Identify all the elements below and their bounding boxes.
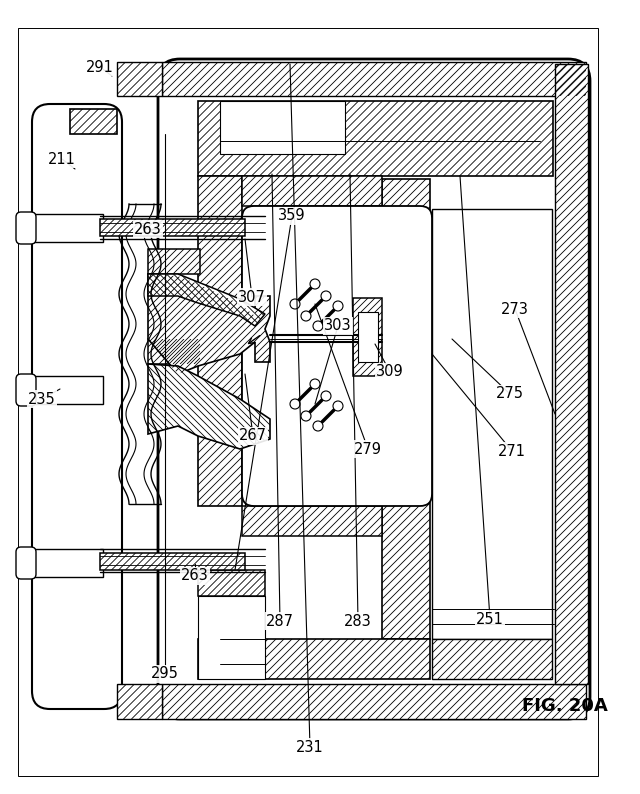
Text: 271: 271 xyxy=(498,444,526,458)
Circle shape xyxy=(310,379,320,389)
Polygon shape xyxy=(100,219,245,236)
Polygon shape xyxy=(100,553,245,570)
Text: 287: 287 xyxy=(266,614,294,629)
Bar xyxy=(18,376,103,404)
Polygon shape xyxy=(162,62,586,96)
FancyBboxPatch shape xyxy=(16,374,36,406)
Polygon shape xyxy=(148,249,200,274)
Polygon shape xyxy=(242,506,382,536)
Text: 303: 303 xyxy=(324,318,352,333)
Text: 283: 283 xyxy=(344,614,372,629)
Text: 295: 295 xyxy=(151,666,179,681)
Text: FIG. 20A: FIG. 20A xyxy=(522,697,608,715)
Circle shape xyxy=(290,299,300,309)
Text: 359: 359 xyxy=(278,209,306,223)
Circle shape xyxy=(313,321,323,331)
Text: 263: 263 xyxy=(134,222,162,237)
Bar xyxy=(432,209,552,639)
Bar xyxy=(18,214,103,242)
Polygon shape xyxy=(70,109,117,134)
Polygon shape xyxy=(148,274,265,326)
Circle shape xyxy=(290,399,300,409)
Polygon shape xyxy=(353,298,382,376)
Circle shape xyxy=(321,391,331,401)
Polygon shape xyxy=(117,62,162,96)
Circle shape xyxy=(301,311,311,321)
Text: 291: 291 xyxy=(86,60,114,75)
Text: 267: 267 xyxy=(239,429,267,444)
Polygon shape xyxy=(198,570,265,596)
Text: 263: 263 xyxy=(181,569,209,584)
Text: 279: 279 xyxy=(354,441,382,457)
Polygon shape xyxy=(432,639,552,679)
Circle shape xyxy=(321,291,331,301)
Text: 235: 235 xyxy=(28,391,56,407)
Circle shape xyxy=(333,301,343,311)
Polygon shape xyxy=(148,274,270,374)
Text: 275: 275 xyxy=(496,387,524,402)
Polygon shape xyxy=(148,364,270,449)
FancyBboxPatch shape xyxy=(158,59,590,719)
Polygon shape xyxy=(198,101,553,176)
Text: 251: 251 xyxy=(476,611,504,626)
Polygon shape xyxy=(382,179,430,639)
Bar xyxy=(198,596,265,679)
Text: 273: 273 xyxy=(501,302,529,317)
Text: 231: 231 xyxy=(296,739,324,754)
FancyBboxPatch shape xyxy=(242,206,432,506)
Polygon shape xyxy=(148,339,200,364)
FancyBboxPatch shape xyxy=(32,104,122,709)
Text: 309: 309 xyxy=(376,364,404,380)
Polygon shape xyxy=(162,684,586,719)
Bar xyxy=(18,549,103,577)
Polygon shape xyxy=(198,639,430,679)
Circle shape xyxy=(333,401,343,411)
FancyBboxPatch shape xyxy=(16,547,36,579)
Polygon shape xyxy=(555,64,588,684)
Polygon shape xyxy=(117,684,162,719)
Text: 307: 307 xyxy=(238,290,266,305)
Circle shape xyxy=(310,279,320,289)
Bar xyxy=(220,101,345,154)
Circle shape xyxy=(313,421,323,431)
Text: 211: 211 xyxy=(48,152,76,167)
Bar xyxy=(358,312,378,362)
FancyBboxPatch shape xyxy=(16,212,36,244)
Circle shape xyxy=(301,411,311,421)
Polygon shape xyxy=(198,176,242,506)
Polygon shape xyxy=(242,176,382,206)
